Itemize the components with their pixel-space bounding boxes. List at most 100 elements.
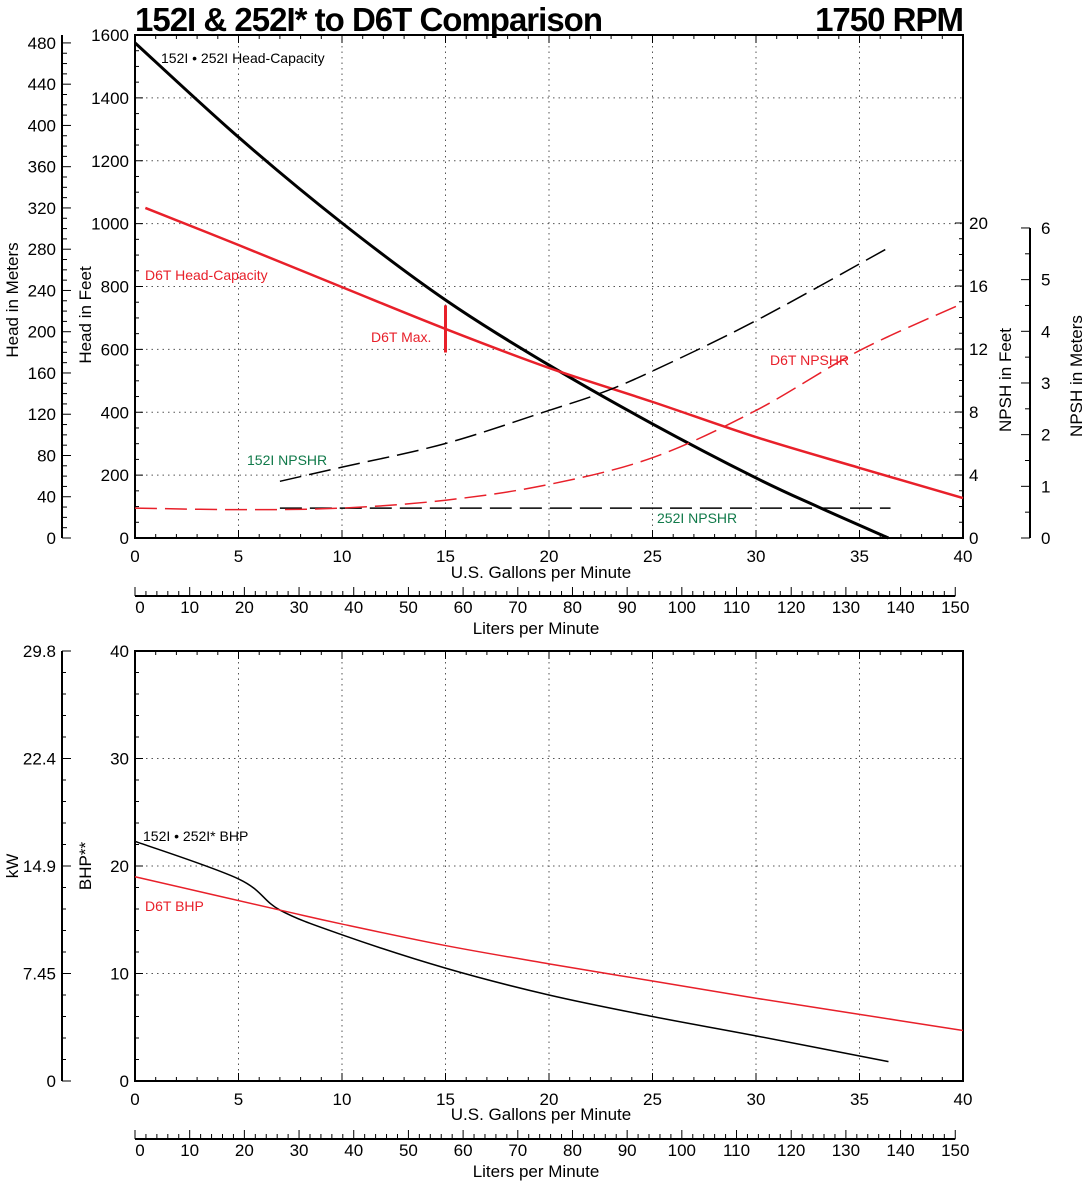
meters-tick-label: 120 (28, 405, 56, 424)
npsh-feet-tick-label: 8 (969, 403, 978, 422)
annotation-152-head-capacity: 152I • 252I Head-Capacity (161, 50, 325, 66)
meters-tick-label: 320 (28, 199, 56, 218)
head-meters-axis-title: Head in Meters (3, 242, 22, 357)
meters-tick-label: 80 (37, 446, 56, 465)
bottom-lpm-axis-title: Liters per Minute (473, 1162, 600, 1181)
kw-tick-label: 29.8 (23, 642, 56, 661)
lpm-tick-label: 0 (135, 598, 144, 617)
series-lines (133, 41, 964, 1063)
annotation-152-npshr: 152I NPSHR (247, 452, 327, 468)
lpm-tick-label: 140 (886, 1141, 914, 1160)
lpm-tick-label: 100 (668, 1141, 696, 1160)
npsh-feet-tick-label: 12 (969, 340, 988, 359)
lpm-tick-label: 10 (180, 598, 199, 617)
gpm-tick-label: 30 (747, 1090, 766, 1109)
gpm-tick-label: 35 (850, 547, 869, 566)
lpm-tick-label: 140 (886, 598, 914, 617)
meters-tick-label: 360 (28, 158, 56, 177)
gpm-tick-label: 10 (333, 547, 352, 566)
gpm-tick-label: 40 (954, 1090, 973, 1109)
lpm-tick-label: 20 (235, 1141, 254, 1160)
gpm-tick-label: 0 (130, 1090, 139, 1109)
gpm-tick-label: 30 (747, 547, 766, 566)
gpm-tick-label: 20 (540, 547, 559, 566)
meters-tick-label: 440 (28, 75, 56, 94)
meters-tick-label: 0 (47, 529, 56, 548)
npsh-feet-tick-label: 20 (969, 214, 988, 233)
y-tick-label: 400 (101, 403, 129, 422)
lpm-tick-label: 110 (723, 1141, 750, 1160)
y-tick-label: 1600 (91, 26, 129, 45)
npsh-meters-tick-label: 5 (1041, 271, 1050, 290)
lpm-tick-label: 50 (399, 1141, 418, 1160)
lpm-tick-label: 20 (235, 598, 254, 617)
series-152i-npshr (279, 245, 891, 483)
axes: 0 5 10 15 20 25 30 35 40020040060080010001200140… (23, 26, 1051, 1160)
y-tick-label: 600 (101, 340, 129, 359)
gpm-tick-label: 5 (234, 1090, 243, 1109)
lpm-tick-label: 150 (941, 1141, 969, 1160)
bottom-gpm-axis-title: U.S. Gallons per Minute (451, 1105, 631, 1124)
lpm-tick-label: 70 (508, 1141, 527, 1160)
npsh-meters-tick-label: 1 (1041, 477, 1050, 496)
lpm-tick-label: 30 (290, 1141, 309, 1160)
kw-tick-label: 14.9 (23, 857, 56, 876)
gpm-tick-label: 20 (540, 1090, 559, 1109)
gpm-tick-label: 25 (643, 547, 662, 566)
y-tick-label: 1000 (91, 215, 129, 234)
y-tick-label: 20 (110, 857, 129, 876)
kw-axis-title: kW (3, 854, 22, 879)
meters-tick-label: 280 (28, 240, 56, 259)
npsh-meters-tick-label: 2 (1041, 426, 1050, 445)
meters-tick-label: 400 (28, 116, 56, 135)
series-152i-252i-bhp (134, 840, 889, 1063)
gpm-tick-label: 10 (333, 1090, 352, 1109)
lpm-tick-label: 60 (454, 598, 473, 617)
top-lpm-axis-title: Liters per Minute (473, 619, 600, 638)
series-d6t-npshr (134, 302, 964, 511)
npsh-feet-tick-label: 16 (969, 277, 988, 296)
lpm-tick-label: 100 (668, 598, 696, 617)
annotation-252-npshr: 252I NPSHR (657, 510, 737, 526)
meters-tick-label: 480 (28, 34, 56, 53)
gpm-tick-label: 25 (643, 1090, 662, 1109)
npsh-meters-axis-title: NPSH in Meters (1067, 315, 1086, 437)
annotation-d6t-head-capacity: D6T Head-Capacity (145, 267, 268, 283)
top-grid (135, 35, 963, 538)
gpm-tick-label: 15 (436, 547, 455, 566)
bottom-grid (135, 651, 963, 1081)
lpm-tick-label: 40 (344, 598, 363, 617)
y-tick-label: 800 (101, 278, 129, 297)
lpm-tick-label: 110 (723, 598, 750, 617)
npsh-meters-tick-label: 4 (1041, 322, 1050, 341)
lpm-tick-label: 130 (832, 1141, 860, 1160)
kw-tick-label: 22.4 (23, 750, 56, 769)
head-feet-axis-title: Head in Feet (76, 266, 95, 364)
gpm-tick-label: 35 (850, 1090, 869, 1109)
lpm-tick-label: 10 (180, 1141, 199, 1160)
annotation-d6t-npshr: D6T NPSHR (770, 352, 849, 368)
lpm-tick-label: 0 (135, 1141, 144, 1160)
npsh-feet-axis-title: NPSH in Feet (996, 328, 1015, 432)
lpm-tick-label: 120 (777, 1141, 805, 1160)
y-tick-label: 30 (110, 750, 129, 769)
npsh-meters-tick-label: 0 (1041, 529, 1050, 548)
lpm-tick-label: 70 (508, 598, 527, 617)
npsh-feet-tick-label: 4 (969, 466, 978, 485)
lpm-tick-label: 90 (618, 1141, 637, 1160)
chart-title: 152I & 252I* to D6T Comparison (135, 1, 602, 38)
kw-tick-label: 7.45 (23, 965, 56, 984)
gpm-tick-label: 40 (954, 547, 973, 566)
lpm-tick-label: 30 (290, 598, 309, 617)
lpm-tick-label: 130 (832, 598, 860, 617)
lpm-tick-label: 80 (563, 598, 582, 617)
lpm-tick-label: 40 (344, 1141, 363, 1160)
rpm-label: 1750 RPM (815, 1, 963, 38)
y-tick-label: 10 (110, 965, 129, 984)
bhp-axis-title: BHP** (76, 842, 95, 891)
meters-tick-label: 240 (28, 281, 56, 300)
y-tick-label: 0 (120, 529, 129, 548)
y-tick-label: 0 (120, 1072, 129, 1091)
y-tick-label: 1200 (91, 152, 129, 171)
